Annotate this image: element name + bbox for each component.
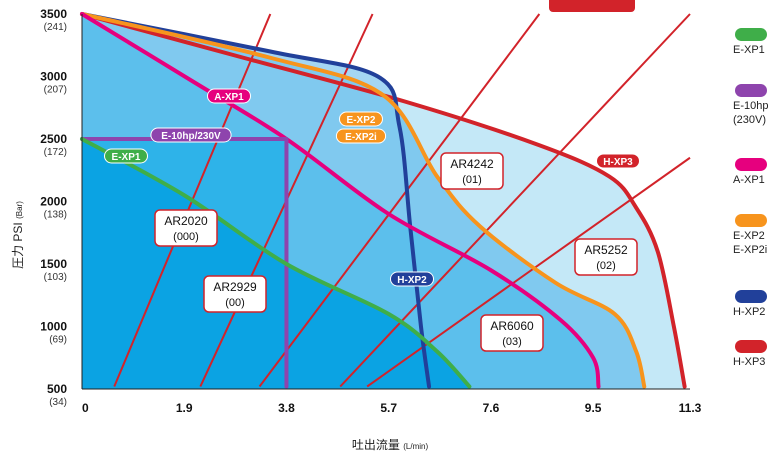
series-tag-e-xp2i xyxy=(335,128,387,144)
y-axis-label-main: 圧力 PSI xyxy=(11,222,25,269)
nozzle-name: AR4242 xyxy=(450,157,494,171)
nozzle-name: AR2929 xyxy=(213,280,257,294)
nozzle-line-ar4242 xyxy=(258,13,541,388)
curve-h-xp2 xyxy=(80,12,432,389)
series-tag-label: H-XP3 xyxy=(603,157,633,168)
legend-swatch xyxy=(735,214,767,227)
top-banner-tab xyxy=(549,0,635,12)
y-tick-label: 3500 xyxy=(40,7,67,21)
y-tick-label: 2500 xyxy=(40,132,67,146)
nozzle-box-ar2929 xyxy=(203,275,267,313)
y-tick-label-bar: (172) xyxy=(44,147,67,158)
nozzle-code: (03) xyxy=(502,336,522,348)
legend-swatch xyxy=(735,290,767,303)
legend-item-h-xp2: H-XP2 xyxy=(733,290,771,319)
legend-swatch xyxy=(735,340,767,353)
legend-swatch xyxy=(735,28,767,41)
y-tick-label-bar: (103) xyxy=(44,272,67,283)
legend-item-a-xp1: A-XP1 xyxy=(733,158,771,187)
nozzle-line-ar6060 xyxy=(366,156,691,388)
legend-label: E-10hp xyxy=(733,100,769,112)
nozzle-code: (02) xyxy=(596,260,616,272)
y-tick-label: 3000 xyxy=(40,70,67,84)
legend-label-secondary: E-XP2i xyxy=(733,244,768,256)
x-tick-label: 0 xyxy=(82,401,89,415)
y-tick-label-bar: (207) xyxy=(44,85,67,96)
y-tick-label: 2000 xyxy=(40,195,67,209)
legend-label: H-XP3 xyxy=(733,356,766,368)
series-tag-label: E-XP2 xyxy=(347,115,376,126)
legend-label: E-XP1 xyxy=(733,44,765,56)
series-tag-label: E-10hp/230V xyxy=(161,131,221,142)
x-tick-label: 5.7 xyxy=(380,401,397,415)
nozzle-box-ar6060 xyxy=(480,314,544,352)
x-tick-label: 1.9 xyxy=(176,401,193,415)
x-tick-label: 9.5 xyxy=(585,401,602,415)
series-tag-h-xp3 xyxy=(596,153,640,169)
nozzle-code: (000) xyxy=(173,231,199,243)
nozzle-code: (01) xyxy=(462,174,482,186)
series-tag-label: E-XP2i xyxy=(345,132,377,143)
curve-e-xp2-e-xp2i xyxy=(80,12,647,389)
y-tick-label-bar: (69) xyxy=(49,335,67,346)
area-e-xp1 xyxy=(82,139,470,389)
y-tick-label-bar: (138) xyxy=(44,210,67,221)
curve-a-xp1 xyxy=(80,12,601,389)
x-axis-label: 吐出流量 (L/min) xyxy=(330,436,450,453)
y-axis-label: 圧力 PSI (Bar) xyxy=(9,185,29,285)
x-tick-label: 7.6 xyxy=(483,401,500,415)
nozzle-name: AR2020 xyxy=(164,214,208,228)
legend-item-e-10hp: E-10hp (230V) xyxy=(733,84,771,127)
series-tag-a-xp1 xyxy=(207,88,251,104)
y-tick-label-bar: (241) xyxy=(44,22,67,33)
y-tick-label: 1500 xyxy=(40,257,67,271)
x-tick-label: 3.8 xyxy=(278,401,295,415)
nozzle-box-ar5252 xyxy=(574,238,638,276)
y-tick-label: 1000 xyxy=(40,320,67,334)
series-tag-e-xp2 xyxy=(339,111,383,127)
series-tag-h-xp2 xyxy=(390,271,434,287)
curve-h-xp3 xyxy=(80,12,687,389)
nozzle-name: AR5252 xyxy=(584,243,628,257)
nozzle-code: (00) xyxy=(225,297,245,309)
series-tag-label: H-XP2 xyxy=(397,275,427,286)
nozzle-name: AR6060 xyxy=(490,319,534,333)
y-tick-label-bar: (34) xyxy=(49,397,67,408)
legend-swatch xyxy=(735,84,767,97)
legend-label: H-XP2 xyxy=(733,306,766,318)
curve-e-xp1 xyxy=(80,137,472,389)
series-tag-e-10hp-230v xyxy=(150,127,232,143)
legend-item-e-xp2: E-XP2 E-XP2i xyxy=(733,214,771,257)
legend-label: E-XP2 xyxy=(733,230,765,242)
legend-label: A-XP1 xyxy=(733,174,765,186)
series-tag-label: A-XP1 xyxy=(214,92,244,103)
series-tag-e-xp1 xyxy=(104,148,148,164)
legend-item-e-xp1: E-XP1 xyxy=(733,28,771,57)
y-tick-label: 500 xyxy=(47,382,67,396)
nozzle-line-ar5252 xyxy=(339,13,691,388)
curve-e-10hp-230v xyxy=(80,137,289,389)
nozzle-box-ar4242 xyxy=(440,152,504,190)
legend-item-h-xp3: H-XP3 xyxy=(733,340,771,369)
x-axis-label-unit: (L/min) xyxy=(403,442,429,451)
x-tick-label: 11.3 xyxy=(679,401,702,415)
x-axis-label-main: 吐出流量 xyxy=(351,438,400,452)
series-tag-label: E-XP1 xyxy=(112,152,141,163)
legend-label-secondary: (230V) xyxy=(733,114,767,126)
legend-swatch xyxy=(735,158,767,171)
y-axis-label-unit: (Bar) xyxy=(15,201,24,219)
nozzle-box-ar2020 xyxy=(154,209,218,247)
